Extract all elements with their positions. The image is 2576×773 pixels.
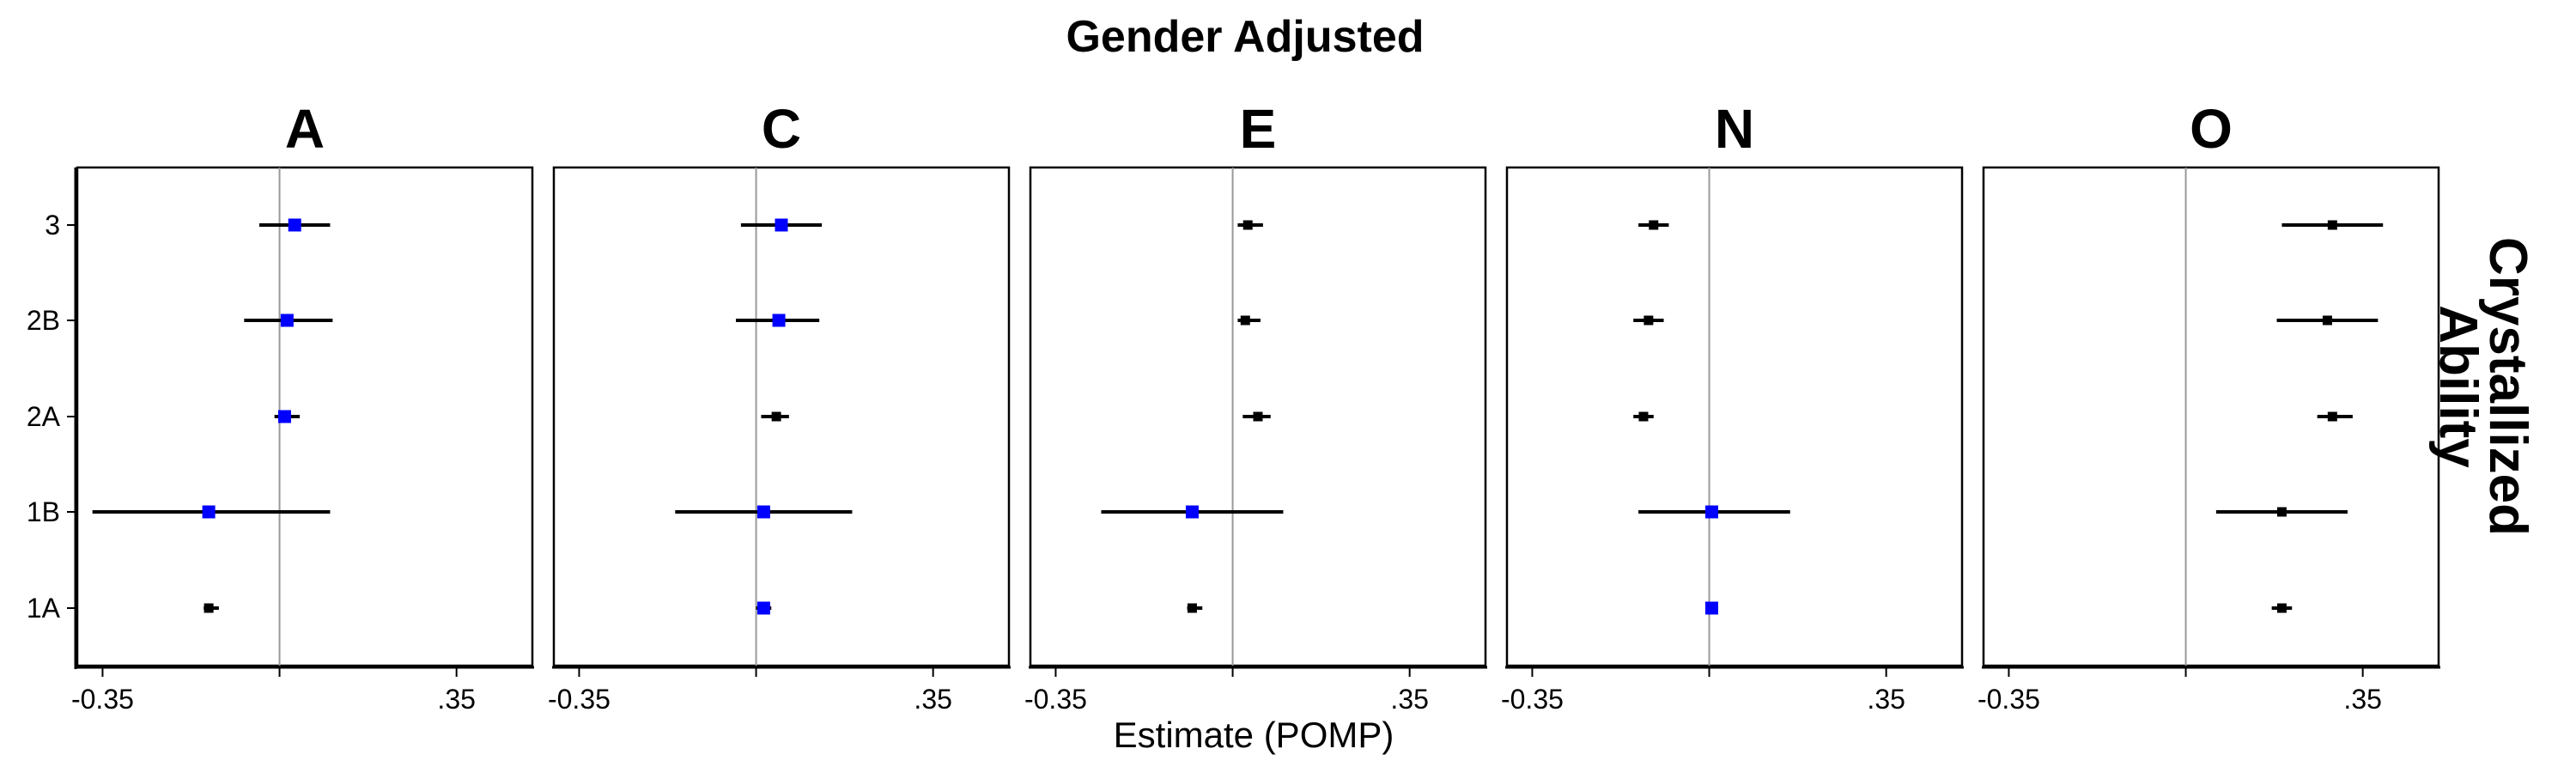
panel-border [1505,166,1964,667]
point-marker [2327,220,2337,230]
point-marker [756,505,770,519]
panel-border [1982,166,2440,667]
x-tick-label: -0.35 [1024,684,1087,715]
y-tick-label: 1A [27,593,61,624]
point-marker [775,218,788,232]
point-marker [2322,315,2332,326]
point-marker [204,603,214,613]
point-marker [1253,411,1263,422]
point-marker [2327,411,2337,422]
point-marker [1705,601,1718,615]
point-marker [2276,507,2287,517]
y-tick-label: 2A [27,401,61,432]
panel-border [552,166,1011,667]
estimate-point-o-2a [2317,411,2353,422]
point-marker [1187,603,1197,613]
point-marker [756,601,770,615]
facet-panels: A -0.35 .35 C -0.35 .35 E -0.35 .35 N -0.35 .35 O -0.… [71,98,2440,715]
x-tick-label: -0.35 [1978,684,2040,715]
estimate-point-e-2a [1242,411,1271,422]
facet-label: A [285,98,325,160]
estimate-point-c-2b [736,313,820,327]
point-marker [1649,220,1659,230]
x-tick-label: .35 [1390,684,1428,715]
facet-panel-n: N -0.35 .35 [1501,98,1964,715]
x-tick-label: -0.35 [548,684,611,715]
estimate-point-a-3 [259,218,331,232]
point-marker [277,410,291,423]
facet-panel-a: A -0.35 .35 [71,98,534,715]
facet-panel-e: E -0.35 .35 [1024,98,1487,715]
x-tick-label: .35 [2343,684,2381,715]
facet-panel-o: O -0.35 .35 [1978,98,2440,715]
point-marker [1705,505,1718,519]
facet-label: O [2190,98,2233,160]
panel-border [76,166,534,667]
x-tick-label: -0.35 [1501,684,1564,715]
x-axis-title: Estimate (POMP) [1114,715,1394,755]
facet-label: N [1715,98,1754,160]
point-marker [288,218,301,232]
estimate-point-a-2b [244,313,333,327]
point-marker [772,313,786,327]
estimate-point-n-3 [1638,220,1669,230]
point-marker [1242,220,1253,230]
facet-strip-label: CrystallizedAbility [2428,237,2537,536]
point-marker [1643,315,1654,326]
estimate-point-o-3 [2281,220,2384,230]
facet-panel-c: C -0.35 .35 [548,98,1011,715]
chart-title: Gender Adjusted [1066,12,1424,62]
estimate-point-o-1b [2215,507,2348,517]
y-tick-label: 2B [27,305,60,336]
y-axis: 1A 1B 2A 2B 3 [27,167,77,669]
strip-label-text: CrystallizedAbility [2428,237,2537,536]
strip-label-line: Crystallized [2478,237,2537,536]
estimate-point-o-2b [2276,315,2379,326]
estimate-point-e-1b [1101,505,1284,519]
estimate-point-n-2b [1633,315,1664,326]
point-marker [1638,411,1649,422]
x-tick-label: .35 [914,684,951,715]
estimate-point-n-1a [1705,601,1718,615]
x-tick-label: .35 [1867,684,1905,715]
point-marker [771,411,781,422]
point-marker [1240,315,1250,326]
point-marker [280,313,294,327]
panel-border [1029,166,1487,667]
point-marker [202,505,216,519]
strip-label-line: Ability [2428,305,2488,468]
estimate-point-n-2a [1633,411,1654,422]
estimate-point-a-1a [204,603,219,613]
y-tick-label: 3 [45,210,60,240]
estimate-point-e-2b [1237,315,1261,326]
point-marker [2276,603,2287,613]
estimate-point-c-3 [740,218,823,232]
estimate-point-c-2a [761,411,789,422]
estimate-point-c-1a [756,601,772,615]
estimate-point-n-1b [1638,505,1790,519]
estimate-point-e-3 [1237,220,1263,230]
estimate-point-e-1a [1187,603,1203,613]
estimate-point-c-1b [675,505,853,519]
estimate-point-a-1b [92,505,331,519]
x-tick-label: -0.35 [71,684,134,715]
point-marker [1185,505,1199,519]
x-tick-label: .35 [437,684,475,715]
estimate-point-o-1a [2271,603,2293,613]
facet-label: E [1240,98,1277,160]
facet-label: C [762,98,801,160]
y-tick-label: 1B [27,496,60,527]
estimate-point-a-2a [274,410,301,423]
